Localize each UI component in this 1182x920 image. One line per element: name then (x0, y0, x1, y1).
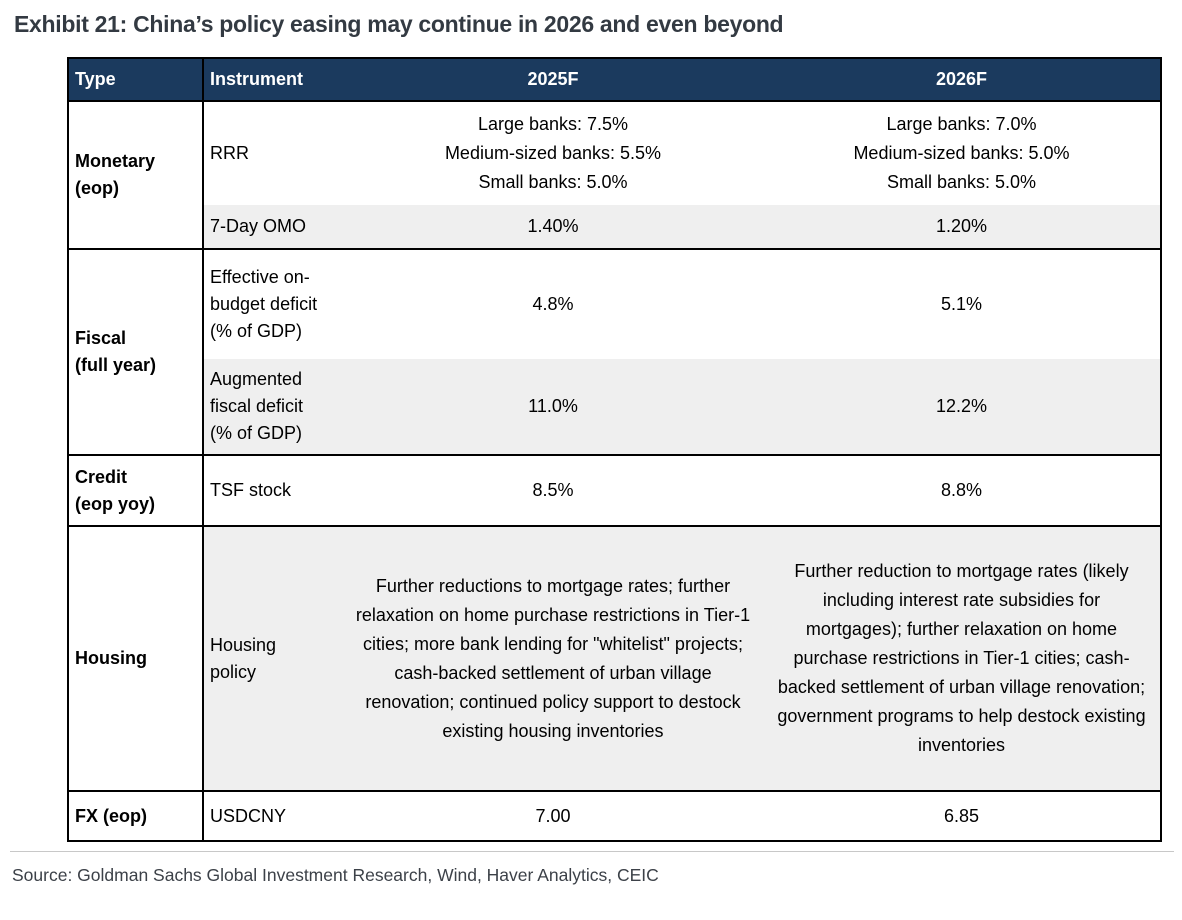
section-credit: Credit (eop yoy) TSF stock 8.5% 8.8% (68, 455, 1161, 526)
source-attribution: Source: Goldman Sachs Global Investment … (12, 865, 659, 885)
column-header-2025f: 2025F (343, 58, 763, 101)
exhibit-title: Exhibit 21: China’s policy easing may co… (14, 11, 784, 37)
type-cell-fiscal: Fiscal (full year) (68, 249, 204, 455)
value-2026-rrr: Large banks: 7.0% Medium-sized banks: 5.… (853, 114, 1070, 192)
section-fiscal: Fiscal (full year) Effective on- budget … (68, 249, 1161, 455)
section-monetary: Monetary (eop) RRR Large banks: 7.5% Med… (68, 101, 1161, 249)
value-2026-7day-omo: 1.20% (763, 205, 1161, 249)
table-header-row: Type Instrument 2025F 2026F (68, 58, 1161, 101)
table-row: Monetary (eop) RRR Large banks: 7.5% Med… (68, 101, 1161, 249)
section-housing: Housing Housing policy Further reduction… (68, 526, 1161, 791)
table-row: Housing Housing policy Further reduction… (68, 526, 1161, 791)
value-2025-housing-policy: Further reductions to mortgage rates; fu… (343, 526, 763, 791)
column-header-type: Type (68, 58, 204, 101)
type-cell-credit: Credit (eop yoy) (68, 455, 204, 526)
value-2025-usdcny: 7.00 (535, 805, 571, 826)
instrument-cell-7day-omo: 7-Day OMO (203, 205, 343, 249)
instrument-cell-usdcny: USDCNY (210, 805, 287, 826)
policy-table: Type Instrument 2025F 2026F Monetary (eo… (67, 57, 1162, 842)
value-2025-effective-deficit: 4.8% (532, 294, 574, 314)
table-row: 7-Day OMO 1.40% 1.20% (68, 205, 1161, 249)
table-row: FX (eop) USDCNY 7.00 6.85 (68, 791, 1161, 841)
value-2026-effective-deficit: 5.1% (940, 294, 983, 314)
table-row: Augmented fiscal deficit (% of GDP) 11.0… (68, 359, 1161, 455)
table-row: Credit (eop yoy) TSF stock 8.5% 8.8% (68, 455, 1161, 526)
value-2026-usdcny: 6.85 (943, 805, 980, 826)
type-cell-housing: Housing (68, 526, 204, 791)
value-2026-housing-policy: Further reduction to mortgage rates (lik… (763, 526, 1161, 791)
table-row: Fiscal (full year) Effective on- budget … (68, 249, 1161, 455)
value-2026-augmented-deficit: 12.2% (763, 359, 1161, 455)
value-2025-7day-omo: 1.40% (343, 205, 763, 249)
footer-divider (10, 851, 1174, 852)
instrument-cell-rrr: RRR (210, 143, 249, 163)
instrument-cell-tsf-stock: TSF stock (210, 480, 292, 500)
value-2025-tsf-stock: 8.5% (532, 480, 574, 500)
value-2025-rrr: Large banks: 7.5% Medium-sized banks: 5.… (444, 114, 662, 192)
type-cell-fx: FX (eop) (68, 791, 204, 841)
value-2025-augmented-deficit: 11.0% (343, 359, 763, 455)
column-header-instrument: Instrument (203, 58, 343, 101)
type-cell-monetary: Monetary (eop) (68, 101, 204, 249)
instrument-cell-augmented-deficit: Augmented fiscal deficit (% of GDP) (203, 359, 343, 455)
column-header-2026f: 2026F (763, 58, 1161, 101)
section-fx: FX (eop) USDCNY 7.00 6.85 (68, 791, 1161, 841)
instrument-cell-housing-policy: Housing policy (203, 526, 343, 791)
value-2026-tsf-stock: 8.8% (940, 480, 983, 500)
instrument-cell-effective-deficit: Effective on- budget deficit (% of GDP) (210, 267, 318, 341)
